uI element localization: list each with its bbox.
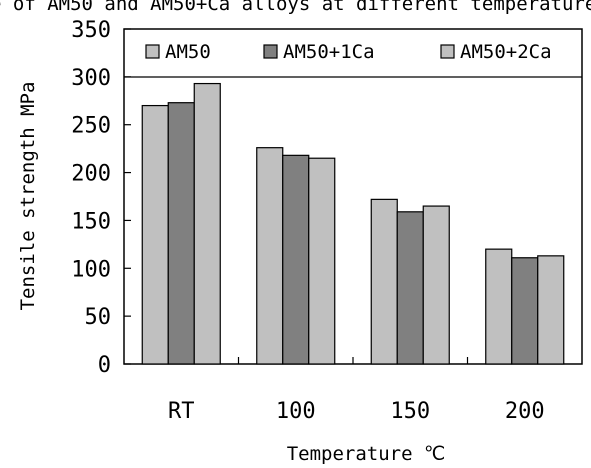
legend-label: AM50+2Ca bbox=[460, 41, 552, 63]
top-partial-text: e of AM50 and AM50+Ca alloys at differen… bbox=[0, 0, 591, 15]
y-tick-label: 100 bbox=[71, 257, 111, 282]
x-axis-label: Temperature ℃ bbox=[287, 443, 446, 465]
bar-am50-200 bbox=[485, 248, 513, 365]
y-tick-label: 350 bbox=[71, 18, 111, 43]
x-tick-label: RT bbox=[168, 399, 195, 424]
legend-swatch bbox=[145, 44, 160, 59]
bar-am50-plus-2ca-200 bbox=[537, 255, 565, 365]
legend: AM50 AM50+1Ca AM50+2Ca bbox=[145, 41, 552, 63]
bar-am50-plus-2ca-100 bbox=[308, 157, 336, 365]
bar-am50-150 bbox=[370, 198, 398, 365]
bar-am50-plus-2ca-rt bbox=[193, 82, 221, 365]
y-tick-label: 200 bbox=[71, 162, 111, 187]
legend-swatch bbox=[440, 44, 455, 59]
x-tick-group: RT 100 150 200 bbox=[168, 357, 545, 424]
y-tick-label: 300 bbox=[71, 66, 111, 91]
y-axis-label: Tensile strength MPa bbox=[17, 82, 39, 311]
x-tick-label: 200 bbox=[505, 399, 545, 424]
y-tick-label: 250 bbox=[71, 114, 111, 139]
bar-am50-plus-1ca-150 bbox=[396, 211, 424, 365]
bar-am50-plus-2ca-150 bbox=[422, 205, 450, 365]
bars-group bbox=[141, 82, 565, 365]
y-tick-label: 150 bbox=[71, 209, 111, 234]
x-tick-label: 100 bbox=[276, 399, 316, 424]
legend-label: AM50+1Ca bbox=[283, 41, 375, 63]
bar-am50-plus-1ca-rt bbox=[167, 102, 195, 365]
legend-label: AM50 bbox=[165, 41, 211, 63]
bar-am50-plus-1ca-200 bbox=[511, 257, 539, 365]
bar-am50-rt bbox=[141, 104, 169, 365]
legend-swatch bbox=[263, 44, 278, 59]
x-tick-label: 150 bbox=[390, 399, 430, 424]
y-tick-label: 50 bbox=[85, 305, 112, 330]
bar-am50-100 bbox=[256, 147, 284, 365]
y-tick-group: 0 50 100 150 200 250 300 350 bbox=[71, 18, 131, 378]
bar-am50-plus-1ca-100 bbox=[282, 154, 310, 365]
y-tick-label: 0 bbox=[98, 353, 111, 378]
